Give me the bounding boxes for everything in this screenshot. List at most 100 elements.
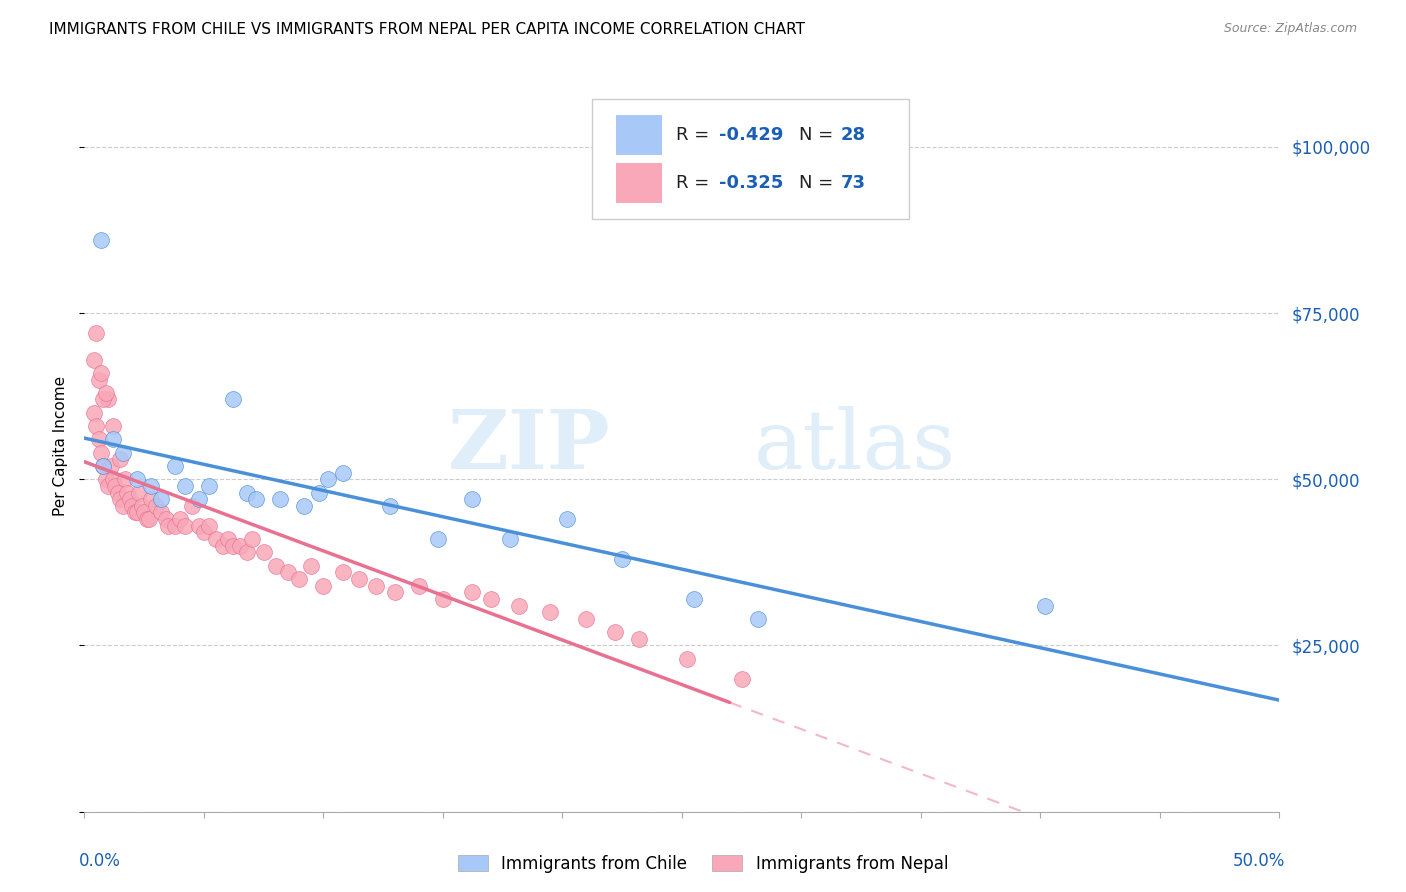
Point	[312, 579, 335, 593]
Point	[308, 485, 330, 500]
FancyBboxPatch shape	[616, 162, 662, 202]
Point	[384, 585, 406, 599]
Point	[460, 585, 482, 599]
Point	[132, 506, 156, 520]
Point	[121, 499, 143, 513]
Point	[90, 445, 112, 459]
Point	[277, 566, 299, 580]
Text: IMMIGRANTS FROM CHILE VS IMMIGRANTS FROM NEPAL PER CAPITA INCOME CORRELATION CHA: IMMIGRANTS FROM CHILE VS IMMIGRANTS FROM…	[49, 22, 806, 37]
Point	[540, 605, 562, 619]
Point	[269, 492, 291, 507]
Text: Source: ZipAtlas.com: Source: ZipAtlas.com	[1223, 22, 1357, 36]
Point	[236, 485, 259, 500]
Point	[555, 512, 578, 526]
Point	[114, 472, 136, 486]
Point	[131, 499, 153, 513]
Point	[110, 492, 132, 507]
Point	[380, 499, 402, 513]
Point	[173, 479, 195, 493]
Text: R =: R =	[676, 174, 714, 192]
Text: 50.0%: 50.0%	[1233, 852, 1285, 870]
Point	[479, 591, 502, 606]
Point	[212, 539, 235, 553]
FancyBboxPatch shape	[616, 115, 662, 155]
Point	[124, 506, 146, 520]
Point	[292, 499, 315, 513]
Point	[427, 532, 450, 546]
Point	[97, 392, 120, 407]
Point	[245, 492, 267, 507]
Point	[125, 506, 148, 520]
Text: atlas: atlas	[754, 406, 956, 486]
Point	[93, 458, 115, 473]
Text: 0.0%: 0.0%	[79, 852, 121, 870]
Point	[157, 518, 180, 533]
Point	[253, 545, 276, 559]
Point	[575, 612, 598, 626]
Point	[111, 499, 134, 513]
Point	[205, 532, 228, 546]
Point	[288, 572, 311, 586]
Point	[101, 433, 124, 447]
Point	[125, 472, 148, 486]
Point	[100, 458, 122, 473]
Text: R =: R =	[676, 126, 714, 145]
Point	[145, 499, 167, 513]
Point	[181, 499, 204, 513]
Point	[155, 512, 177, 526]
Point	[94, 385, 117, 400]
Point	[221, 539, 243, 553]
Point	[93, 392, 115, 407]
Point	[627, 632, 650, 646]
Point	[364, 579, 387, 593]
Point	[90, 366, 112, 380]
Point	[111, 445, 134, 459]
Y-axis label: Per Capita Income: Per Capita Income	[53, 376, 69, 516]
Point	[349, 572, 371, 586]
Point	[264, 558, 287, 573]
Point	[240, 532, 263, 546]
Point	[221, 392, 243, 407]
Point	[603, 625, 626, 640]
Point	[316, 472, 339, 486]
Point	[173, 518, 195, 533]
FancyBboxPatch shape	[592, 99, 910, 219]
Point	[90, 233, 112, 247]
Text: 73: 73	[841, 174, 866, 192]
Point	[197, 479, 219, 493]
Point	[508, 599, 530, 613]
Point	[675, 652, 697, 666]
Point	[301, 558, 323, 573]
Point	[332, 566, 354, 580]
Point	[332, 466, 354, 480]
Point	[86, 326, 108, 340]
Point	[1033, 599, 1056, 613]
Point	[83, 352, 105, 367]
Point	[141, 479, 163, 493]
Point	[197, 518, 219, 533]
Point	[193, 525, 215, 540]
Point	[141, 492, 163, 507]
Point	[499, 532, 522, 546]
Point	[460, 492, 482, 507]
Point	[104, 479, 127, 493]
Point	[165, 458, 187, 473]
Point	[408, 579, 430, 593]
Point	[83, 406, 105, 420]
Point	[101, 472, 124, 486]
Point	[149, 506, 172, 520]
Text: -0.429: -0.429	[718, 126, 783, 145]
Point	[87, 433, 110, 447]
Point	[110, 452, 132, 467]
Point	[229, 539, 252, 553]
Point	[236, 545, 259, 559]
Point	[128, 485, 150, 500]
Point	[101, 419, 124, 434]
Text: 28: 28	[841, 126, 866, 145]
Point	[217, 532, 239, 546]
Text: ZIP: ZIP	[447, 406, 610, 486]
Point	[149, 492, 172, 507]
Point	[169, 512, 191, 526]
Point	[165, 518, 187, 533]
Point	[118, 492, 141, 507]
